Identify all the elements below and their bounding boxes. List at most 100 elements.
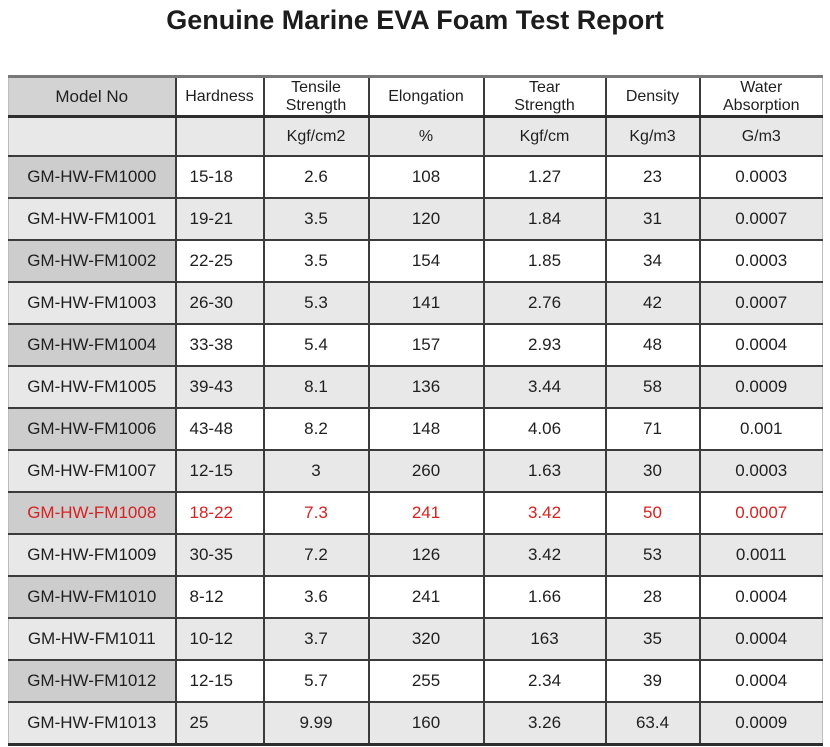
cell-tear: 2.34 [482,659,607,703]
cell-tensile: 3.5 [262,197,370,241]
cell-tear: 1.66 [482,575,607,619]
cell-tensile: 3.7 [262,617,370,661]
column-header-tear: Tear Strength [482,75,607,118]
cell-tear: 4.06 [482,407,607,451]
cell-water: 0.0007 [698,281,823,325]
unit-elongation: % [367,115,485,157]
cell-hardness: 10-12 [174,617,265,661]
cell-tensile: 7.3 [262,491,370,535]
cell-density: 42 [604,281,701,325]
table-row: GM-HW-FM1004 33-38 5.4 157 2.93 48 0.0004 [8,323,823,367]
cell-model: GM-HW-FM1010 [8,575,177,619]
cell-elongation: 108 [367,155,485,199]
cell-tensile: 5.7 [262,659,370,703]
table-row: GM-HW-FM1001 19-21 3.5 120 1.84 31 0.0007 [8,197,823,241]
cell-tensile: 2.6 [262,155,370,199]
cell-water: 0.0011 [698,533,823,577]
column-header-density: Density [604,75,701,118]
cell-hardness: 12-15 [174,659,265,703]
cell-water: 0.0004 [698,575,823,619]
cell-density: 50 [604,491,701,535]
cell-density: 53 [604,533,701,577]
cell-elongation: 126 [367,533,485,577]
unit-tensile: Kgf/cm2 [262,115,370,157]
cell-tear: 3.44 [482,365,607,409]
cell-tear: 1.85 [482,239,607,283]
cell-tensile: 5.3 [262,281,370,325]
cell-density: 23 [604,155,701,199]
cell-elongation: 157 [367,323,485,367]
cell-tensile: 3.5 [262,239,370,283]
cell-hardness: 8-12 [174,575,265,619]
cell-density: 48 [604,323,701,367]
cell-density: 71 [604,407,701,451]
cell-density: 35 [604,617,701,661]
cell-hardness: 22-25 [174,239,265,283]
cell-tear: 3.42 [482,491,607,535]
cell-model: GM-HW-FM1008 [8,491,177,535]
page-title: Genuine Marine EVA Foam Test Report [166,5,664,35]
cell-model: GM-HW-FM1011 [8,617,177,661]
cell-model: GM-HW-FM1001 [8,197,177,241]
table-row: GM-HW-FM1011 10-12 3.7 320 163 35 0.0004 [8,617,823,661]
cell-tear: 163 [482,617,607,661]
table-row: GM-HW-FM1009 30-35 7.2 126 3.42 53 0.0011 [8,533,823,577]
cell-hardness: 33-38 [174,323,265,367]
cell-elongation: 320 [367,617,485,661]
cell-tear: 1.27 [482,155,607,199]
cell-hardness: 39-43 [174,365,265,409]
cell-water: 0.0009 [698,701,823,746]
cell-hardness: 43-48 [174,407,265,451]
cell-tensile: 5.4 [262,323,370,367]
cell-tear: 2.76 [482,281,607,325]
cell-hardness: 18-22 [174,491,265,535]
table-row: GM-HW-FM1010 8-12 3.6 241 1.66 28 0.0004 [8,575,823,619]
cell-water: 0.0003 [698,449,823,493]
cell-elongation: 260 [367,449,485,493]
table-row: GM-HW-FM1005 39-43 8.1 136 3.44 58 0.0009 [8,365,823,409]
cell-water: 0.0007 [698,197,823,241]
cell-elongation: 241 [367,575,485,619]
cell-hardness: 25 [174,701,265,746]
unit-hardness [174,115,265,157]
cell-model: GM-HW-FM1012 [8,659,177,703]
unit-density: Kg/m3 [604,115,701,157]
cell-model: GM-HW-FM1009 [8,533,177,577]
table-row: GM-HW-FM1000 15-18 2.6 108 1.27 23 0.0003 [8,155,823,199]
cell-hardness: 30-35 [174,533,265,577]
table-row: GM-HW-FM1012 12-15 5.7 255 2.34 39 0.0004 [8,659,823,703]
cell-elongation: 141 [367,281,485,325]
cell-model: GM-HW-FM1003 [8,281,177,325]
table-row: GM-HW-FM1007 12-15 3 260 1.63 30 0.0003 [8,449,823,493]
cell-density: 58 [604,365,701,409]
test-report-table: Model No Hardness Tensile Strength Elong… [8,75,823,746]
cell-hardness: 26-30 [174,281,265,325]
cell-tensile: 3 [262,449,370,493]
cell-hardness: 19-21 [174,197,265,241]
unit-water: G/m3 [698,115,823,157]
column-header-elongation: Elongation [367,75,485,118]
cell-tensile: 8.1 [262,365,370,409]
table-row: GM-HW-FM1003 26-30 5.3 141 2.76 42 0.0007 [8,281,823,325]
cell-model: GM-HW-FM1005 [8,365,177,409]
cell-tear: 3.26 [482,701,607,746]
column-header-model: Model No [8,75,177,118]
cell-elongation: 241 [367,491,485,535]
column-header-tensile: Tensile Strength [262,75,370,118]
cell-model: GM-HW-FM1002 [8,239,177,283]
cell-density: 31 [604,197,701,241]
cell-elongation: 148 [367,407,485,451]
cell-tear: 3.42 [482,533,607,577]
cell-density: 28 [604,575,701,619]
column-header-hardness: Hardness [174,75,265,118]
table-row: GM-HW-FM1013 25 9.99 160 3.26 63.4 0.0009 [8,701,823,746]
cell-model: GM-HW-FM1006 [8,407,177,451]
cell-water: 0.0003 [698,239,823,283]
cell-tensile: 3.6 [262,575,370,619]
cell-tear: 2.93 [482,323,607,367]
cell-water: 0.0007 [698,491,823,535]
cell-model: GM-HW-FM1007 [8,449,177,493]
cell-density: 30 [604,449,701,493]
cell-tensile: 8.2 [262,407,370,451]
table-row: GM-HW-FM1002 22-25 3.5 154 1.85 34 0.0003 [8,239,823,283]
